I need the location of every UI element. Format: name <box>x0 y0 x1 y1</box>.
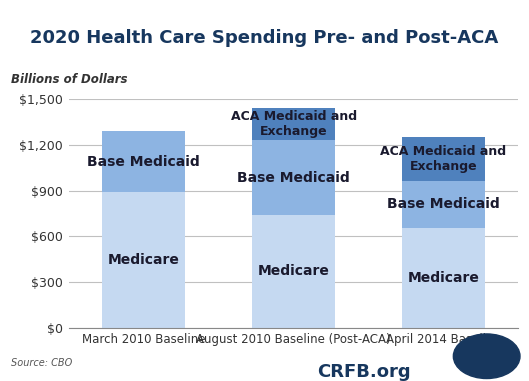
Text: Medicare: Medicare <box>407 271 479 285</box>
Text: Medicare: Medicare <box>108 253 180 267</box>
Text: Medicare: Medicare <box>258 264 330 278</box>
Text: Billions of Dollars: Billions of Dollars <box>11 73 127 86</box>
Circle shape <box>453 334 520 379</box>
Bar <box>402 228 485 328</box>
Bar <box>252 215 335 328</box>
Text: Base Medicaid: Base Medicaid <box>237 171 350 184</box>
Text: 2020 Health Care Spending Pre- and Post-ACA: 2020 Health Care Spending Pre- and Post-… <box>30 29 499 47</box>
Bar <box>252 108 335 140</box>
Text: ACA Medicaid and
Exchange: ACA Medicaid and Exchange <box>231 110 357 138</box>
Bar <box>402 137 485 181</box>
Text: Base Medicaid: Base Medicaid <box>387 197 500 211</box>
Bar <box>103 192 185 328</box>
Text: Source: CBO: Source: CBO <box>11 358 72 368</box>
Text: ACA Medicaid and
Exchange: ACA Medicaid and Exchange <box>380 145 507 173</box>
Bar <box>252 140 335 215</box>
Text: Base Medicaid: Base Medicaid <box>87 155 200 168</box>
Bar <box>103 131 185 192</box>
Text: CRFB.org: CRFB.org <box>317 363 411 381</box>
Bar <box>402 181 485 228</box>
